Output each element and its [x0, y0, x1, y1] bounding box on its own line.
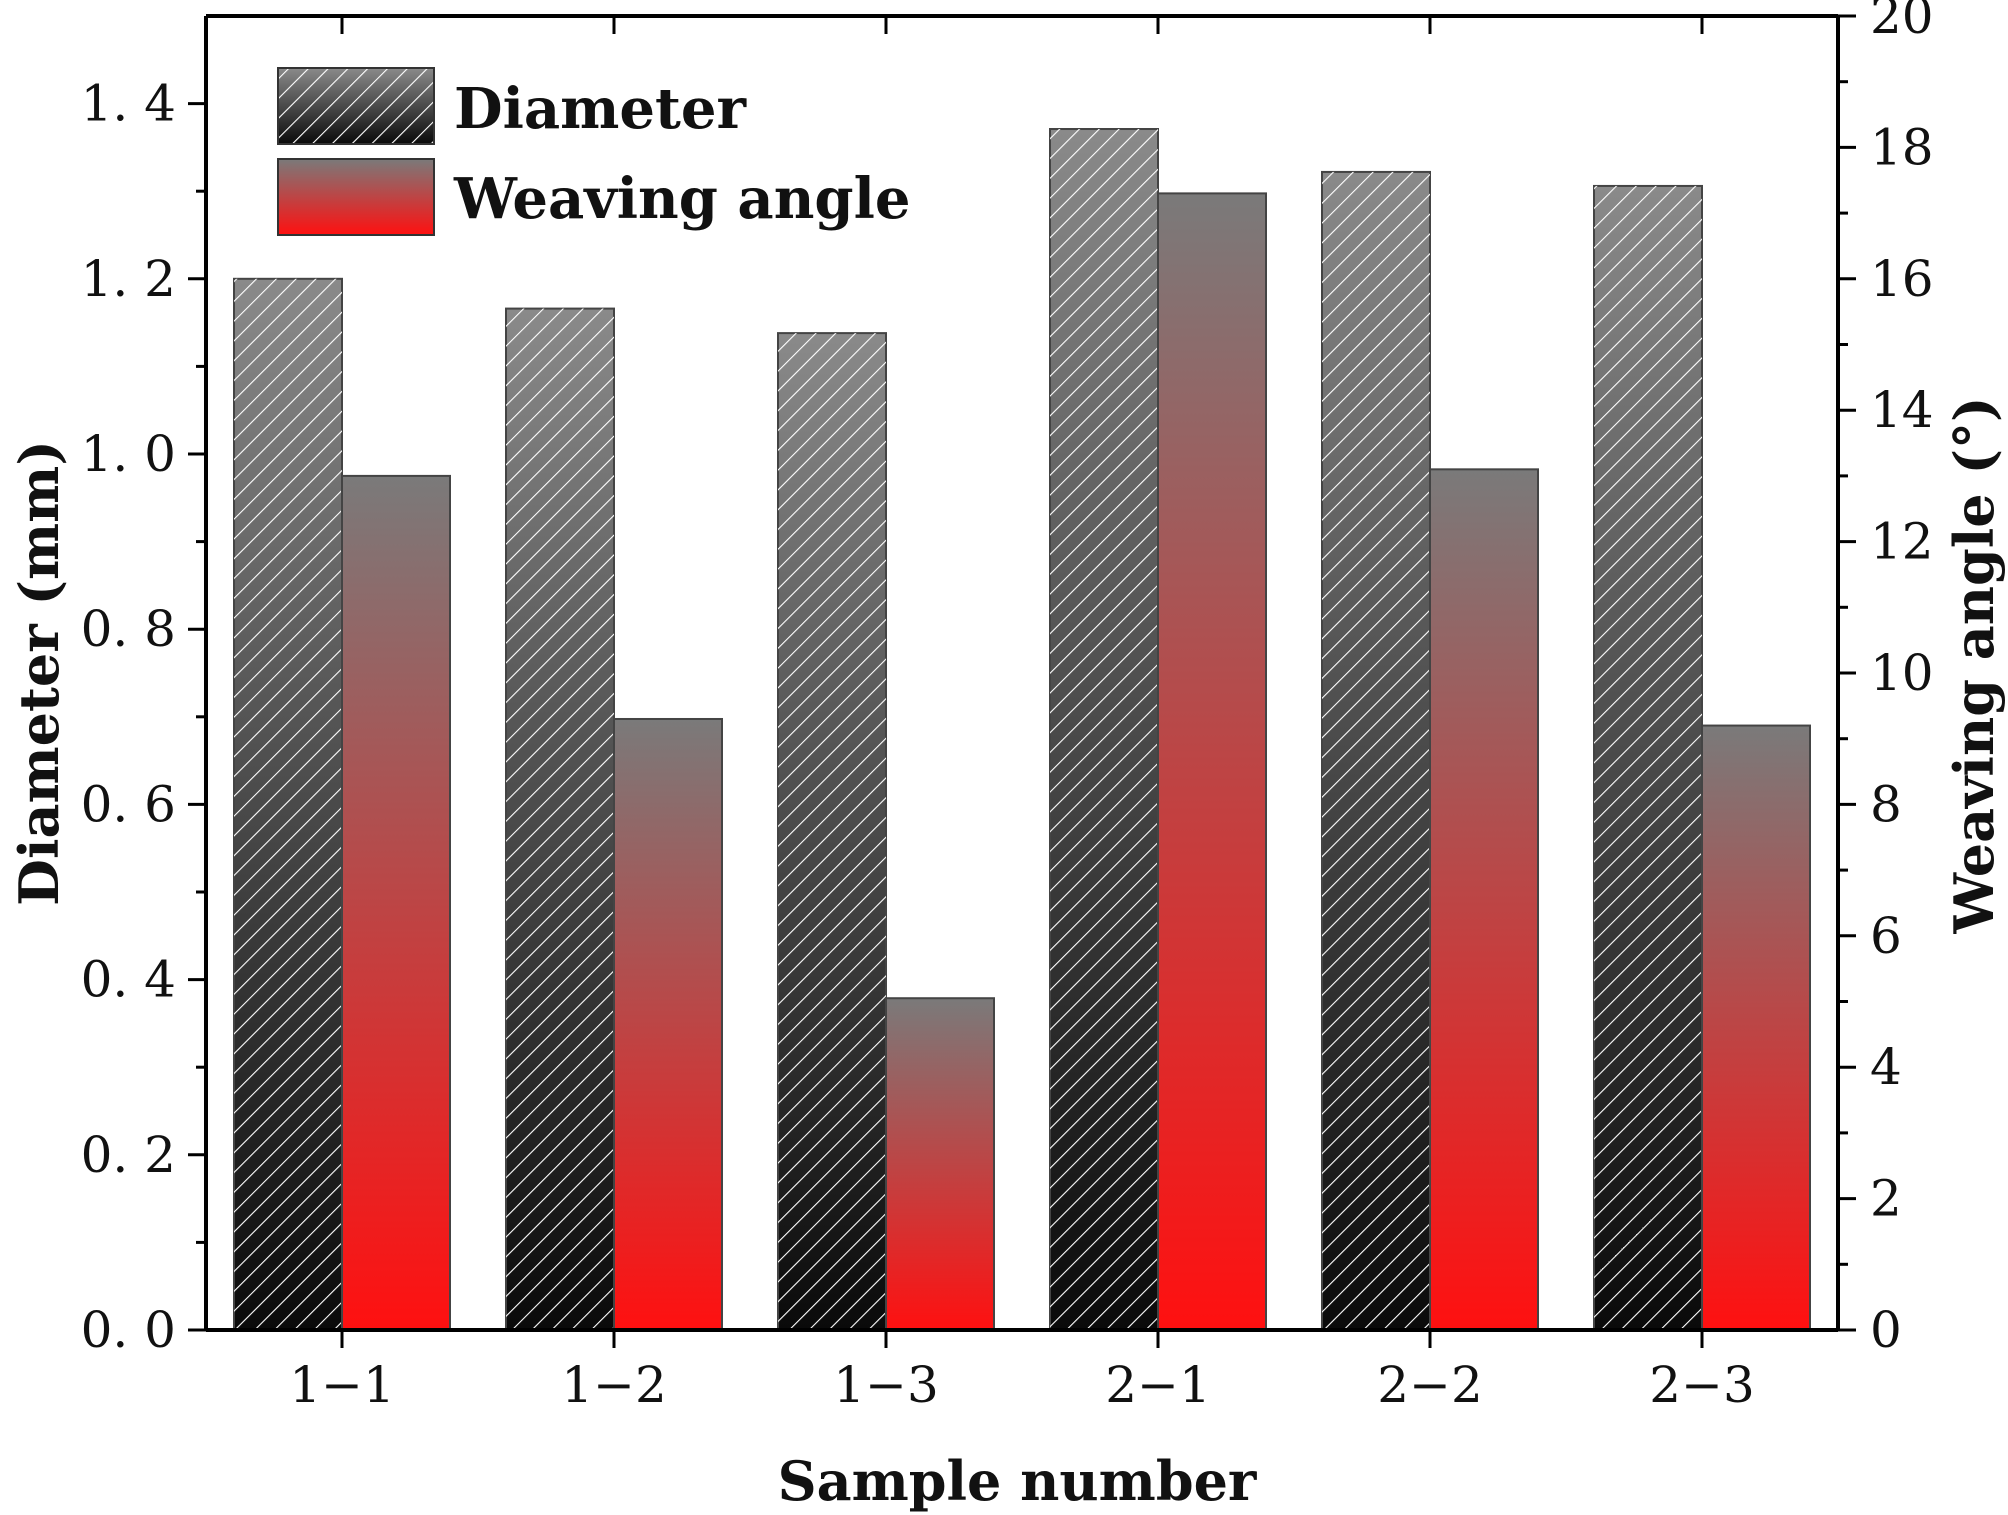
axes: 1−1 1−2 1−3 2−1 2−2 2−3 0. 0 0. 2 0. 4 0. 6 0. 8 1.… [81, 0, 1934, 1414]
bar-weaving-angle-4 [1157, 192, 1267, 1331]
y2-tick-label-2: 4 [1870, 1038, 1902, 1096]
y-tick-label-5: 1. 0 [81, 425, 176, 483]
bar-weaving-angle-2 [613, 717, 723, 1331]
y-tick-label-6: 1. 2 [81, 250, 176, 308]
bar-diameter-hatch-6 [1594, 185, 1702, 1331]
y-tick-label-7: 1. 4 [81, 75, 176, 133]
x-tick-label-3: 1−3 [833, 1356, 939, 1414]
bar-diameter-hatch-3 [778, 333, 886, 1330]
x-tick-label-5: 2−2 [1377, 1356, 1483, 1414]
y2-tick-label-4: 8 [1870, 775, 1902, 833]
y2-tick-label-7: 14 [1870, 381, 1934, 439]
y2-tick-label-1: 2 [1870, 1170, 1902, 1228]
y-tick-label-3: 0. 6 [81, 775, 176, 833]
y2-tick-label-9: 18 [1870, 118, 1934, 176]
y2-tick-label-0: 0 [1870, 1301, 1902, 1359]
bar-diameter-hatch-1 [234, 278, 342, 1330]
bar-diameter-hatch-2 [506, 308, 614, 1331]
x-tick-label-6: 2−3 [1649, 1356, 1755, 1414]
legend-label-weaving-angle: Weaving angle [453, 166, 910, 232]
y-tick-label-1: 0. 2 [81, 1126, 176, 1184]
x-tick-label-1: 1−1 [289, 1356, 395, 1414]
y2-axis-title: Weaving angle (°) [1942, 396, 2006, 934]
legend-swatch-diameter-hatch [277, 67, 435, 145]
y2-tick-label-6: 12 [1870, 513, 1934, 571]
bar-weaving-angle-5 [1429, 468, 1539, 1331]
legend: Diameter Weaving angle [277, 67, 910, 236]
bar-diameter-hatch-5 [1322, 171, 1430, 1331]
bar-weaving-angle-1 [341, 474, 451, 1331]
bar-weaving-angle-6 [1701, 724, 1811, 1331]
x-tick-label-2: 1−2 [561, 1356, 667, 1414]
legend-item-diameter: Diameter [277, 67, 748, 145]
y-axis-title: Diameter (mm) [7, 440, 71, 906]
y2-tick-label-5: 10 [1870, 644, 1934, 702]
x-axis-title: Sample number [778, 1449, 1257, 1513]
x-tick-label-4: 2−1 [1105, 1356, 1211, 1414]
bars [233, 128, 1811, 1332]
y2-tick-label-3: 6 [1870, 907, 1902, 965]
legend-label-diameter: Diameter [454, 76, 748, 142]
legend-swatch-weaving-angle [277, 158, 435, 236]
y2-tick-label-10: 20 [1870, 0, 1934, 45]
bar-diameter-hatch-4 [1050, 129, 1158, 1330]
bar-weaving-angle-3 [885, 997, 995, 1332]
y-tick-label-4: 0. 8 [81, 600, 176, 658]
y-tick-label-0: 0. 0 [81, 1301, 176, 1359]
y-tick-label-2: 0. 4 [81, 951, 176, 1009]
legend-item-weaving-angle: Weaving angle [277, 158, 910, 236]
y2-tick-label-8: 16 [1870, 250, 1934, 308]
